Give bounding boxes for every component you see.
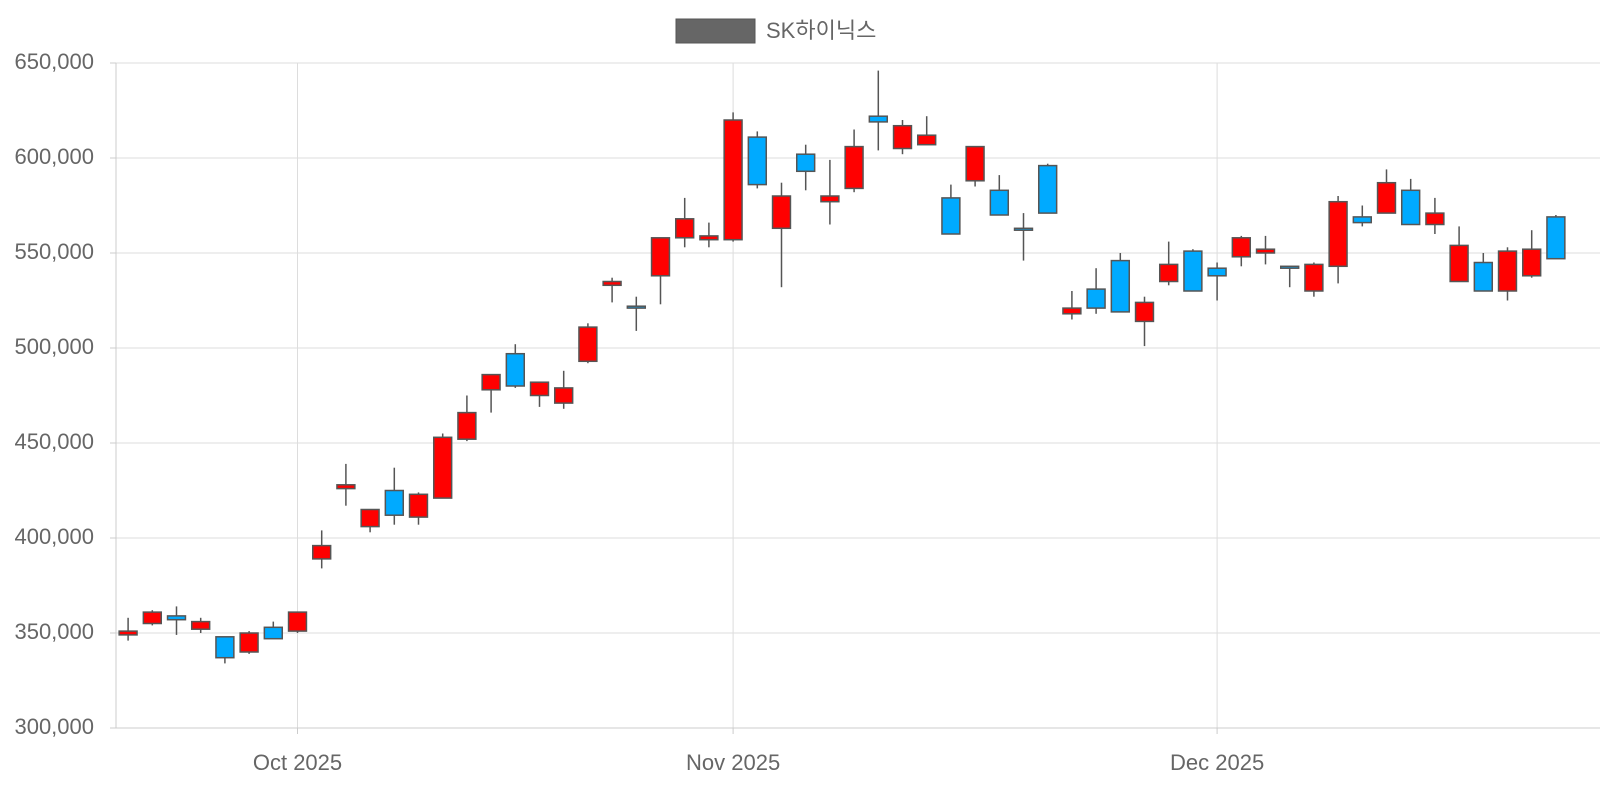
candle-body — [892, 124, 913, 150]
candle-body — [166, 615, 187, 621]
y-tick-label: 550,000 — [14, 239, 94, 264]
candle-body — [239, 632, 259, 653]
y-tick-label: 650,000 — [14, 49, 94, 74]
candle-body — [989, 189, 1010, 216]
y-tick-label: 300,000 — [14, 714, 94, 739]
candle-body — [457, 411, 477, 440]
y-tick-label: 600,000 — [14, 144, 94, 169]
candle-body — [1376, 181, 1397, 214]
y-tick-label: 500,000 — [14, 334, 94, 359]
candle-body — [432, 436, 453, 499]
candle-body — [1425, 212, 1445, 226]
y-tick-label: 400,000 — [14, 524, 94, 549]
candle-body — [916, 134, 937, 146]
candle-body — [771, 195, 792, 230]
candle-body — [650, 237, 671, 277]
candle-body — [1255, 248, 1276, 254]
candle-body — [384, 489, 405, 516]
candle-body — [1521, 248, 1542, 277]
candle-body — [1304, 263, 1324, 292]
candle-body — [1231, 237, 1252, 258]
legend-label: SK하이닉스 — [766, 18, 876, 43]
candle-body — [965, 145, 985, 182]
candle-body — [1062, 307, 1082, 315]
candle-body — [723, 119, 743, 241]
candle-body — [1400, 189, 1421, 226]
candle-body — [408, 493, 429, 518]
candle-body — [820, 195, 840, 203]
candle-body — [1279, 265, 1300, 269]
candle-body — [215, 636, 235, 659]
candle-body — [626, 305, 647, 309]
candle-body — [287, 611, 308, 632]
candle-body — [941, 197, 961, 235]
candle-body — [674, 218, 695, 239]
candle-body — [529, 381, 550, 397]
candle-body — [1497, 250, 1518, 292]
candle-body — [699, 235, 719, 241]
x-tick-label: Nov 2025 — [686, 750, 780, 775]
candle-body — [795, 153, 816, 173]
candle-body — [1134, 301, 1155, 323]
candle-body — [1183, 250, 1203, 292]
candle-body — [1110, 259, 1131, 313]
candle-body — [1013, 227, 1034, 231]
candle-body — [602, 280, 622, 287]
candle-body — [553, 387, 574, 404]
candle-body — [1352, 216, 1373, 224]
candle-body — [263, 626, 284, 640]
candle-body — [336, 484, 356, 490]
candle-body — [1086, 288, 1106, 309]
candle-body — [868, 115, 889, 123]
candle-body — [747, 136, 768, 186]
candle-body — [1037, 164, 1058, 214]
x-tick-label: Dec 2025 — [1170, 750, 1264, 775]
candle-body — [578, 326, 598, 363]
candle-body — [190, 620, 211, 630]
legend-swatch — [675, 18, 756, 44]
y-tick-label: 450,000 — [14, 429, 94, 454]
candle-body — [1546, 216, 1566, 260]
candle-body — [1473, 261, 1494, 292]
candle-body — [1328, 200, 1348, 268]
candle-body — [1449, 244, 1469, 283]
candle-body — [360, 508, 380, 528]
x-tick-label: Oct 2025 — [253, 750, 342, 775]
candle-body — [844, 145, 864, 190]
candle-body — [481, 373, 501, 391]
candle-body — [1158, 263, 1179, 283]
candle-body — [1207, 267, 1227, 277]
candle-body — [142, 611, 163, 625]
candle-body — [311, 544, 332, 560]
candle-body — [118, 630, 138, 636]
y-tick-label: 350,000 — [14, 619, 94, 644]
candle-body — [505, 352, 526, 387]
